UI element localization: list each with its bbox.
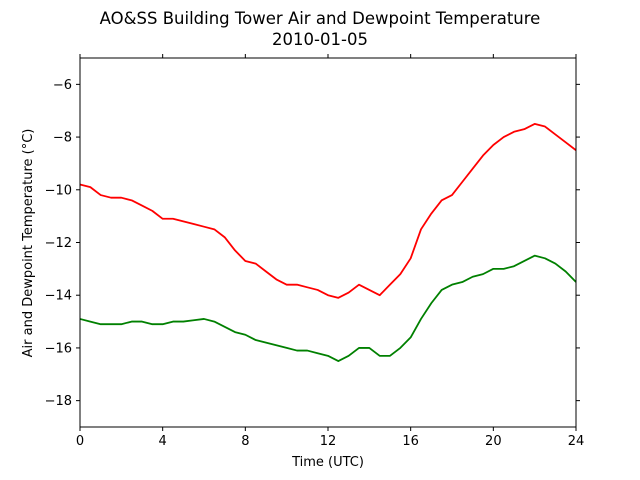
x-tick-label: 20: [485, 434, 502, 449]
chart-subtitle: 2010-01-05: [272, 30, 368, 49]
chart-title: AO&SS Building Tower Air and Dewpoint Te…: [100, 9, 541, 28]
x-tick-label: 4: [159, 434, 167, 449]
y-tick-label: −12: [45, 236, 72, 251]
plot-area: 0 4 8 12 16 20 24 −18 −16 −14 −12 −10 −8 −6: [45, 54, 585, 449]
x-tick-label: 24: [568, 434, 585, 449]
series-line-1: [79, 254, 577, 363]
y-tick-label: −6: [53, 78, 72, 93]
x-tick-label: 16: [402, 434, 419, 449]
y-axis-label: Air and Dewpoint Temperature (°C): [21, 129, 36, 358]
x-tick-label: 0: [76, 434, 84, 449]
x-tick-label: 12: [320, 434, 337, 449]
y-tick-label: −18: [45, 394, 72, 409]
x-tick-label: 8: [241, 434, 249, 449]
axes-frame: [79, 57, 577, 428]
y-tick-label: −14: [45, 289, 72, 304]
x-axis-label: Time (UTC): [291, 455, 364, 470]
y-tick-label: −10: [45, 183, 72, 198]
y-tick-label: −16: [45, 341, 72, 356]
series-line-0: [79, 122, 577, 299]
y-tick-label: −8: [53, 131, 72, 146]
